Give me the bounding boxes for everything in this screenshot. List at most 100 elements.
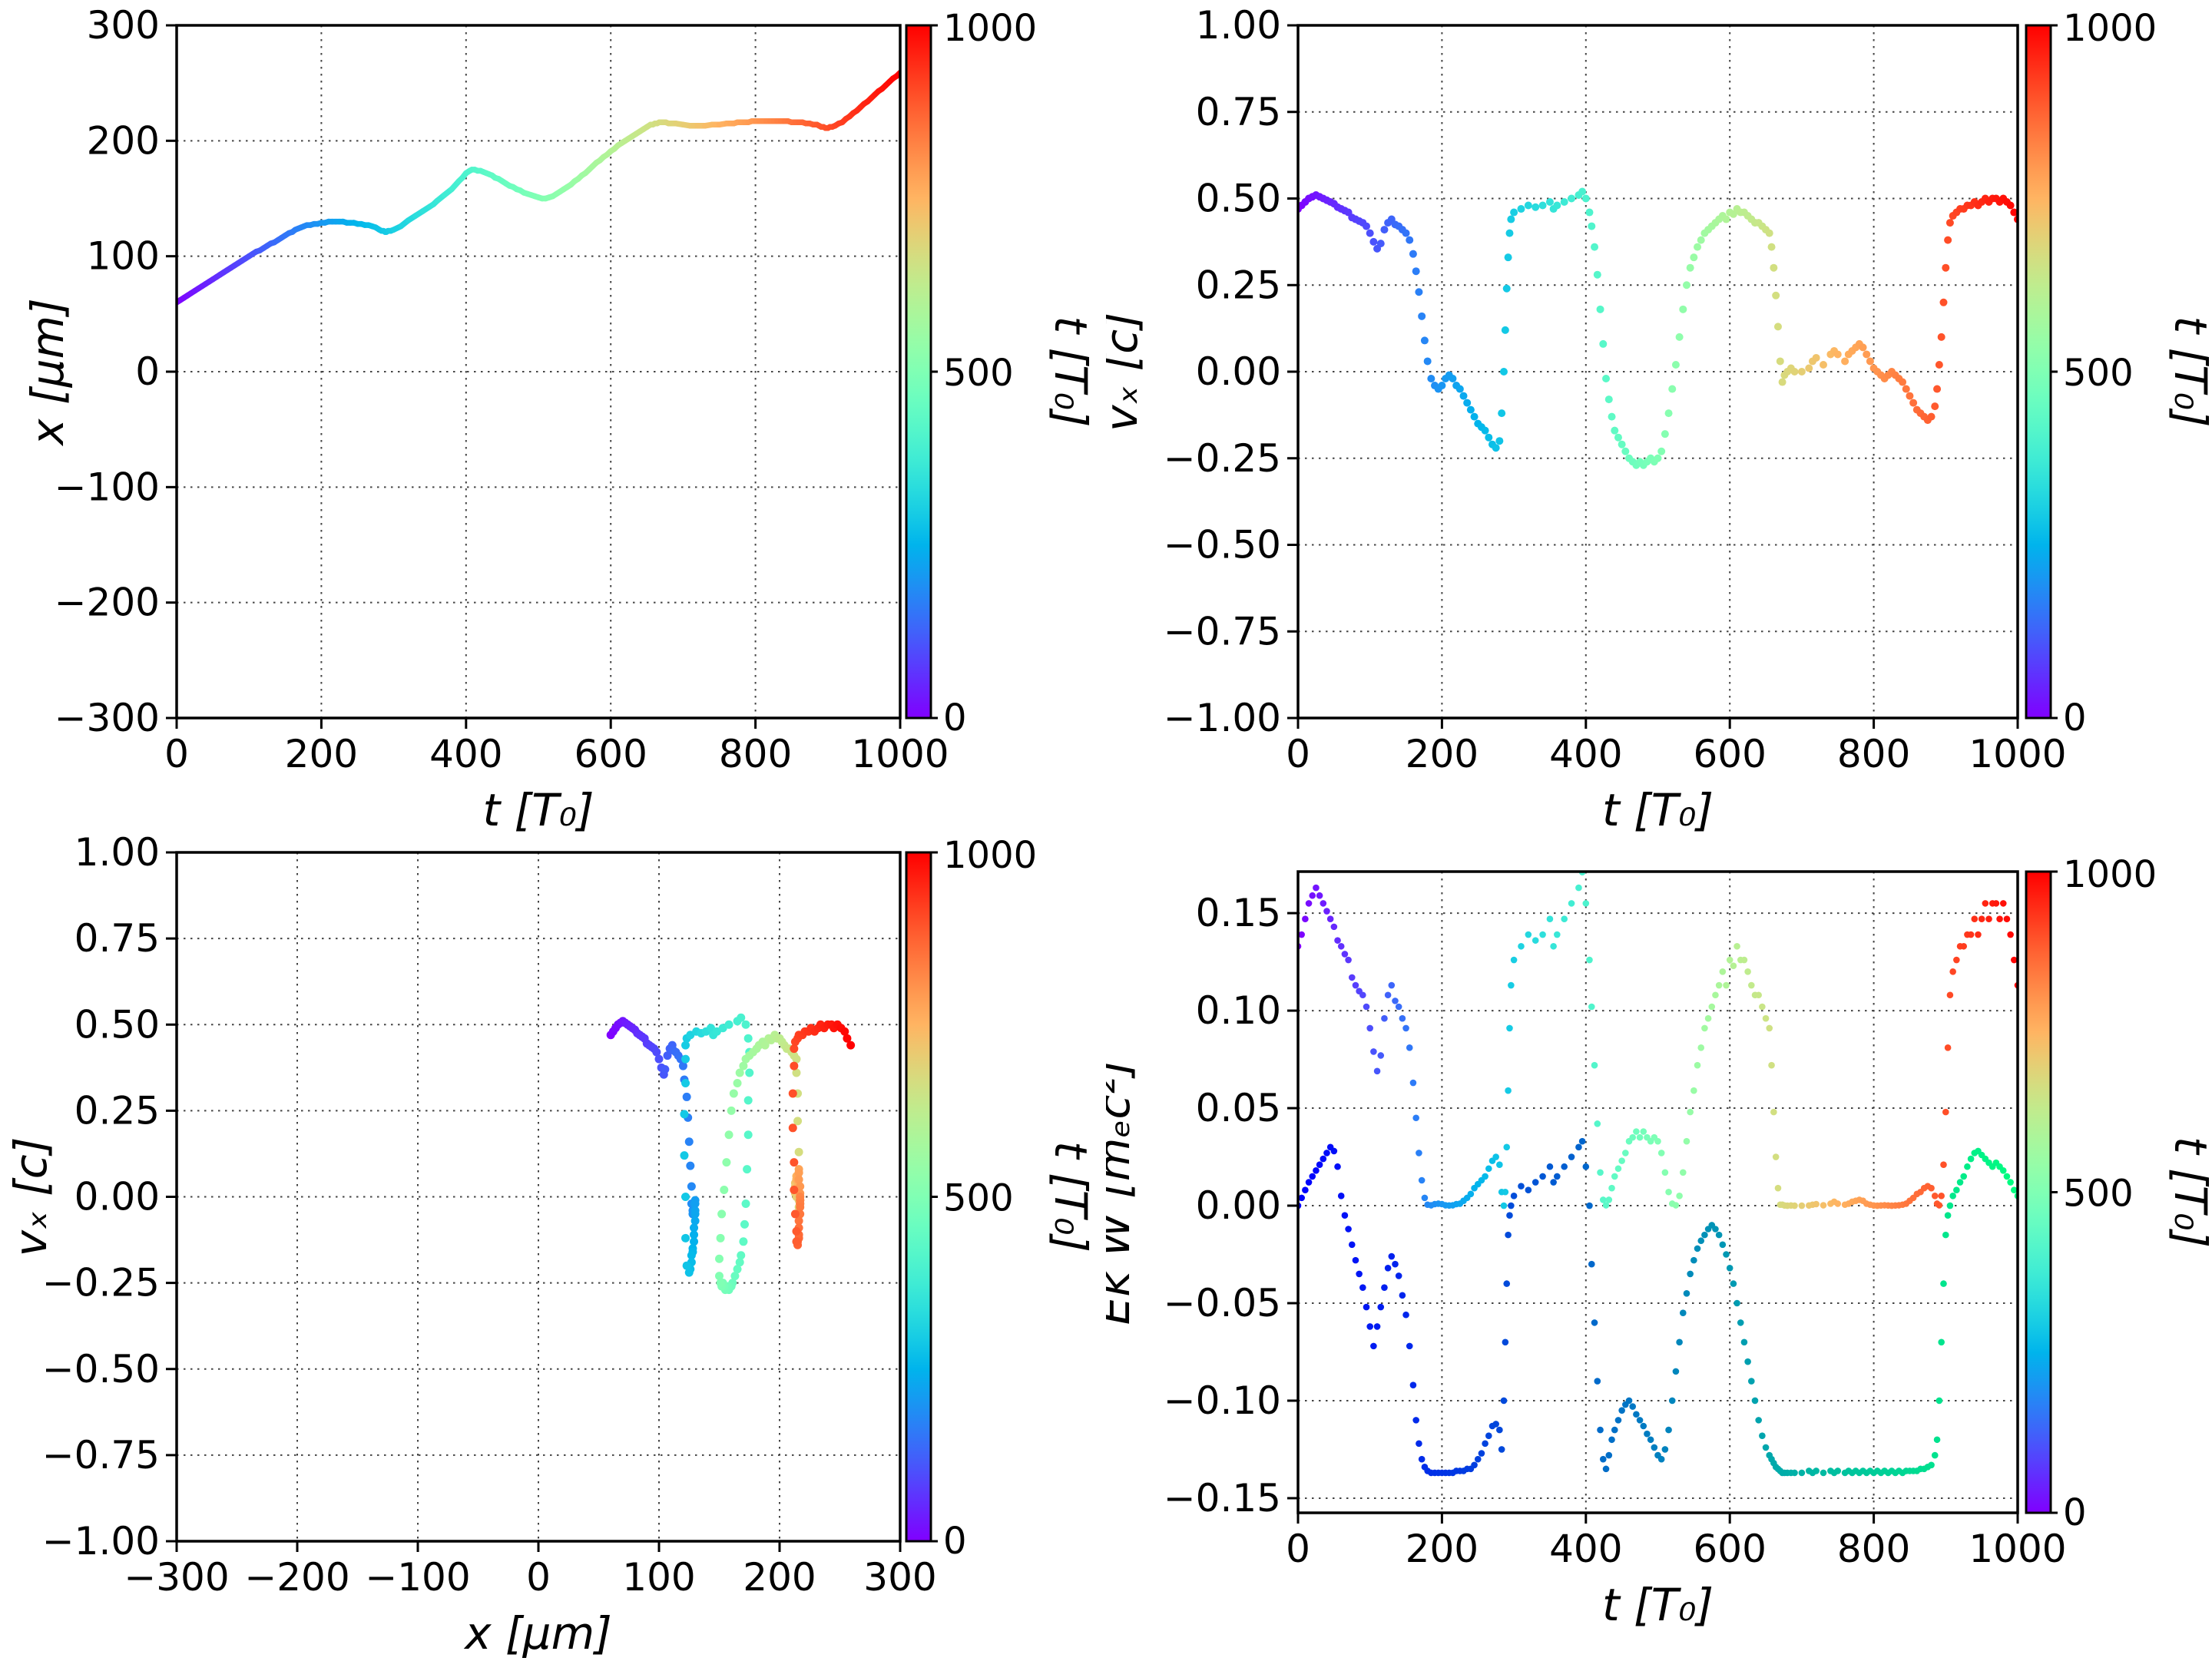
axes-frame <box>175 24 902 720</box>
x-tick-label: 1000 <box>1969 732 2066 776</box>
series-Ek(t) <box>1298 872 2018 1209</box>
plot-area <box>177 69 900 306</box>
x-tick-label: 800 <box>719 732 792 776</box>
y-tick-label: −200 <box>55 581 160 625</box>
x-tick-label: −300 <box>124 1555 229 1600</box>
x-tick-label: −200 <box>244 1555 349 1600</box>
series-vx(x) <box>606 1013 856 1295</box>
x-axis-label: t [T₀] <box>482 784 594 836</box>
colorbar-tick-label: 1000 <box>2063 853 2157 896</box>
x-axis-label: x [μm] <box>463 1607 611 1659</box>
y-tick-label: −0.75 <box>42 1433 160 1477</box>
x-tick-label: 100 <box>622 1555 695 1600</box>
chart-vx-vs-t: 0 200 400 600 800 1000 −1.00 −0.75 −0.50 −0.25 0.0… <box>1106 3 2212 836</box>
y-tick-label: 300 <box>87 3 160 48</box>
tick-marks <box>166 24 902 729</box>
y-tick-label: −300 <box>55 696 160 740</box>
colorbar-tick-label: 500 <box>2063 352 2134 395</box>
colorbar-tick-label: 0 <box>2063 697 2087 740</box>
colorbar-tick-label: 1000 <box>943 836 1037 877</box>
x-tick-label: 0 <box>1286 1527 1310 1571</box>
x-tick-label: 600 <box>574 732 647 776</box>
x-tick-label: 1000 <box>851 732 949 776</box>
x-tick-label: 600 <box>1693 1527 1766 1571</box>
gridlines <box>1298 25 2018 718</box>
series-W(t) <box>1298 1137 2018 1477</box>
y-tick-label: −1.00 <box>42 1519 160 1563</box>
y-tick-label: −0.75 <box>1164 609 1281 654</box>
y-tick-label: 0.50 <box>1196 177 1281 221</box>
y-tick-label: 0.75 <box>1196 90 1281 134</box>
panel-vx-vs-x: −300 −200 −100 0 100 200 300 −1.00 −0.75 −0.50 −0.… <box>0 836 1106 1671</box>
colorbar-tick-label: 500 <box>943 1177 1014 1220</box>
y-tick-label: 200 <box>87 118 160 163</box>
y-tick-label: 0.10 <box>1196 988 1281 1033</box>
colorbar-tick-label: 0 <box>943 1520 967 1563</box>
y-tick-label: −0.15 <box>1164 1476 1281 1520</box>
colorbar: 0 500 1000 t [T₀] <box>905 836 1097 1563</box>
colorbar-axis-label: t [T₀] <box>1045 316 1097 427</box>
tick-labels: 0 200 400 600 800 1000 −300 −200 −100 0 100 200 300 <box>55 3 949 776</box>
panel-ek-w-vs-t: 0 200 400 600 800 1000 −0.15 −0.10 −0.05 0.00 0.05… <box>1106 836 2212 1671</box>
axes-frame <box>1296 870 2019 1514</box>
tick-marks <box>1287 24 2019 729</box>
colorbar-tick-label: 0 <box>943 697 967 740</box>
x-tick-label: 800 <box>1837 732 1910 776</box>
series-x(t) <box>177 69 900 306</box>
gridlines <box>1298 872 2018 1513</box>
chart-vx-vs-x: −300 −200 −100 0 100 200 300 −1.00 −0.75 −0.50 −0.… <box>5 836 1097 1659</box>
colorbar-axis-label: t [T₀] <box>2164 316 2212 427</box>
x-tick-label: 200 <box>1406 732 1479 776</box>
y-tick-label: 0.50 <box>75 1002 160 1047</box>
colorbar-tick-label: 0 <box>2063 1491 2087 1534</box>
y-tick-label: 100 <box>87 234 160 279</box>
axes-frame <box>175 851 902 1543</box>
chart-x-vs-t: 0 200 400 600 800 1000 −300 −200 −100 0 100 200 300 t… <box>22 3 1097 836</box>
y-axis-label: x [μm] <box>22 298 74 446</box>
tick-labels: 0 200 400 600 800 1000 −0.15 −0.10 −0.05 0.00 0.05… <box>1164 891 2067 1571</box>
x-tick-label: 400 <box>1549 732 1622 776</box>
y-tick-label: −100 <box>55 465 160 509</box>
x-tick-label: 0 <box>526 1555 551 1600</box>
y-tick-label: −0.05 <box>1164 1281 1281 1325</box>
y-axis-label: Ek W [mₑc²] <box>1106 1060 1140 1325</box>
tick-labels: −300 −200 −100 0 100 200 300 −1.00 −0.75 −0.50 −0.… <box>42 836 937 1600</box>
y-axis-label: vₓ [c] <box>5 1137 57 1257</box>
y-axis-label: vₓ [c] <box>1106 312 1147 432</box>
colorbar: 0 500 1000 t [T₀] <box>2025 7 2212 740</box>
y-tick-label: 1.00 <box>75 836 160 875</box>
y-tick-label: 0.00 <box>1196 349 1281 394</box>
panel-x-vs-t: 0 200 400 600 800 1000 −300 −200 −100 0 100 200 300 t… <box>0 0 1106 836</box>
x-tick-label: 400 <box>429 732 502 776</box>
colorbar: 0 500 1000 t [T₀] <box>2025 853 2212 1534</box>
y-tick-label: 0.25 <box>1196 263 1281 307</box>
colorbar-tick-label: 1000 <box>2063 7 2157 50</box>
x-tick-label: 0 <box>1286 732 1310 776</box>
y-tick-label: −0.10 <box>1164 1378 1281 1423</box>
colorbar-tick-label: 500 <box>2063 1173 2134 1216</box>
y-tick-label: 0.75 <box>75 916 160 961</box>
x-tick-label: 200 <box>743 1555 816 1600</box>
chart-ek-w-vs-t: 0 200 400 600 800 1000 −0.15 −0.10 −0.05 0.00 0.05… <box>1106 853 2212 1631</box>
y-tick-label: 1.00 <box>1196 3 1281 48</box>
y-tick-label: −0.25 <box>42 1261 160 1305</box>
tick-marks <box>1287 912 2019 1524</box>
tick-marks <box>166 851 902 1552</box>
y-tick-label: 0.25 <box>75 1088 160 1133</box>
x-tick-label: 1000 <box>1969 1527 2066 1571</box>
x-tick-label: 200 <box>1406 1527 1479 1571</box>
panel-vx-vs-t: 0 200 400 600 800 1000 −1.00 −0.75 −0.50 −0.25 0.0… <box>1106 0 2212 836</box>
y-tick-label: 0.00 <box>1196 1183 1281 1228</box>
x-axis-label: t [T₀] <box>1602 1579 1714 1631</box>
x-tick-label: 600 <box>1693 732 1766 776</box>
x-tick-label: −100 <box>365 1555 470 1600</box>
colorbar-tick-label: 500 <box>943 352 1014 395</box>
gridlines <box>177 852 900 1541</box>
y-tick-label: −0.25 <box>1164 436 1281 481</box>
plot-area <box>1298 872 2018 1477</box>
gridlines <box>177 25 900 718</box>
y-tick-label: −0.50 <box>1164 523 1281 567</box>
series-vx(t) <box>1298 187 2018 469</box>
x-tick-label: 300 <box>863 1555 936 1600</box>
